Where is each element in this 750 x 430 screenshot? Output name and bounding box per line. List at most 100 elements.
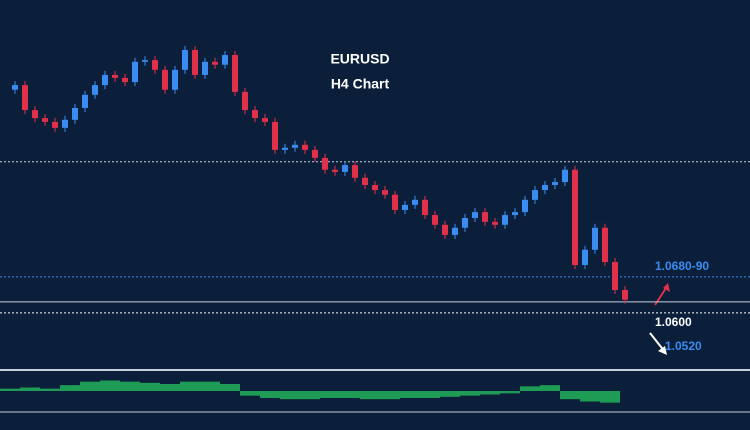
- indicator-bar: [180, 381, 200, 391]
- candle-body: [52, 121, 58, 128]
- candle-body: [252, 110, 258, 119]
- arrow-head: [663, 283, 670, 292]
- indicator-bar: [200, 381, 220, 391]
- candle-body: [122, 77, 128, 83]
- candle-body: [612, 262, 618, 290]
- indicator-bar: [260, 391, 280, 398]
- candle-body: [192, 49, 198, 75]
- chart-subtitle: H4 Chart: [331, 76, 390, 92]
- indicator-bar: [460, 391, 480, 396]
- candle-body: [512, 212, 518, 216]
- candle-body: [502, 215, 508, 225]
- candle-body: [232, 55, 238, 92]
- chart-title: EURUSD: [330, 51, 389, 67]
- candle-body: [242, 91, 248, 111]
- indicator-bar: [580, 391, 600, 402]
- indicator-bar: [20, 387, 40, 391]
- candle-body: [462, 218, 468, 228]
- candle-body: [542, 185, 548, 191]
- candle-body: [482, 212, 488, 222]
- indicator-bar: [380, 391, 400, 400]
- indicator-bar: [300, 391, 320, 400]
- candle-body: [352, 165, 358, 178]
- candle-body: [112, 74, 118, 78]
- candle-body: [392, 194, 398, 210]
- indicator-bar: [420, 391, 440, 398]
- candle-body: [92, 85, 98, 95]
- indicator-bar: [160, 384, 180, 391]
- candle-body: [272, 121, 278, 150]
- candle-body: [212, 61, 218, 65]
- indicator-bar: [560, 391, 580, 400]
- indicator-bar: [320, 391, 340, 398]
- candle-body: [132, 61, 138, 83]
- candle-body: [202, 61, 208, 75]
- indicator-bar: [100, 380, 120, 391]
- candle-body: [102, 74, 108, 86]
- indicator-bar: [60, 385, 80, 391]
- level-label: 1.0520: [665, 339, 702, 353]
- indicator-bar: [340, 391, 360, 398]
- candle-body: [292, 144, 298, 148]
- indicator-bar: [240, 391, 260, 396]
- candle-body: [492, 221, 498, 225]
- candle-body: [312, 149, 318, 158]
- candle-body: [582, 249, 588, 266]
- candle-body: [282, 147, 288, 150]
- candle-body: [452, 227, 458, 235]
- candle-body: [182, 49, 188, 70]
- candle-body: [622, 289, 628, 300]
- candle-body: [432, 215, 438, 225]
- candle-body: [82, 94, 88, 108]
- candle-body: [262, 118, 268, 122]
- candle-body: [222, 55, 228, 65]
- candle-body: [362, 177, 368, 185]
- level-label: 1.0680-90: [655, 259, 709, 273]
- candle-body: [42, 118, 48, 122]
- candle-body: [402, 204, 408, 210]
- candle-body: [372, 185, 378, 191]
- indicator-bar: [0, 388, 20, 391]
- candle-body: [592, 227, 598, 250]
- candle-body: [342, 165, 348, 172]
- candle-body: [152, 60, 158, 70]
- candle-body: [602, 227, 608, 263]
- candle-body: [162, 69, 168, 90]
- indicator-bar: [480, 391, 500, 395]
- indicator-bar: [40, 388, 60, 391]
- candle-body: [12, 85, 18, 90]
- candle-body: [552, 182, 558, 185]
- indicator-bar: [540, 385, 560, 391]
- candle-body: [72, 107, 78, 120]
- candle-body: [412, 199, 418, 205]
- candle-body: [442, 224, 448, 235]
- candle-body: [562, 169, 568, 183]
- indicator-bar: [220, 384, 240, 391]
- indicator-bar: [520, 386, 540, 391]
- candle-body: [332, 169, 338, 172]
- candle-body: [142, 60, 148, 62]
- candle-body: [172, 69, 178, 90]
- candle-body: [572, 169, 578, 266]
- candle-body: [302, 144, 308, 150]
- candle-body: [472, 212, 478, 219]
- candle-body: [382, 190, 388, 195]
- indicator-bar: [360, 391, 380, 400]
- indicator-bar: [140, 382, 160, 391]
- level-label: 1.0600: [655, 315, 692, 329]
- arrow-head: [658, 346, 667, 355]
- candle-body: [62, 119, 68, 128]
- indicator-bar: [440, 391, 460, 397]
- candle-body: [422, 199, 428, 216]
- candle-body: [532, 190, 538, 200]
- indicator-bar: [80, 381, 100, 391]
- indicator-bar: [280, 391, 300, 400]
- indicator-bar: [400, 391, 420, 398]
- indicator-bar: [120, 381, 140, 391]
- candle-body: [22, 85, 28, 111]
- candle-body: [522, 199, 528, 213]
- indicator-bar: [600, 391, 620, 403]
- candle-body: [322, 157, 328, 170]
